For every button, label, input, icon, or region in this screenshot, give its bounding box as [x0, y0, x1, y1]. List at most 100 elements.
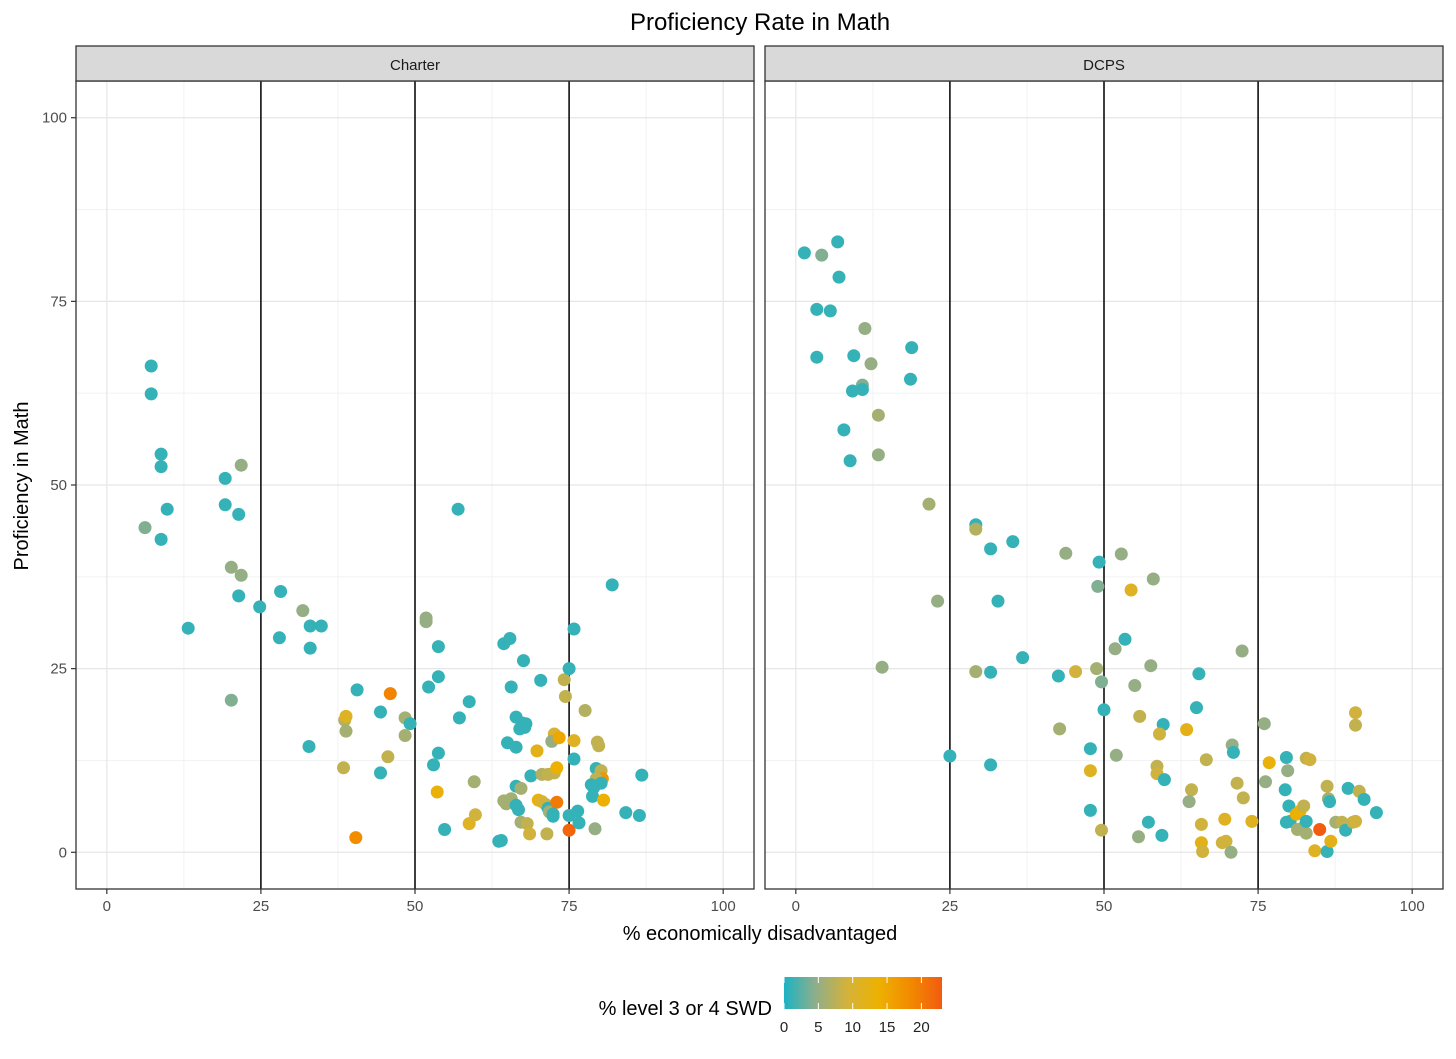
data-point — [504, 680, 518, 694]
data-point — [1194, 817, 1208, 831]
data-point — [597, 793, 611, 807]
data-point — [303, 619, 317, 633]
data-point — [1108, 642, 1122, 656]
x-tick-label: 25 — [253, 898, 270, 915]
legend-title: % level 3 or 4 SWD — [599, 998, 772, 1020]
legend-tick-label: 5 — [814, 1019, 822, 1036]
data-point — [144, 387, 158, 401]
data-point — [517, 654, 530, 668]
panel-charter: Charter 0 25 50 75 100 0 25 50 75 100 — [42, 45, 755, 915]
data-point — [452, 711, 466, 725]
data-point — [154, 532, 168, 546]
data-point — [1157, 773, 1171, 787]
data-point — [832, 270, 846, 284]
data-point — [797, 246, 811, 260]
data-point — [1090, 662, 1104, 676]
data-point — [224, 560, 238, 574]
data-point — [523, 827, 537, 841]
data-point — [815, 248, 829, 262]
data-point — [984, 758, 998, 772]
data-point — [1083, 803, 1097, 817]
data-point — [635, 768, 649, 782]
data-point — [1369, 806, 1383, 820]
data-point — [224, 693, 238, 707]
data-point — [144, 359, 158, 373]
data-point — [339, 709, 353, 723]
data-point — [514, 781, 528, 795]
data-point — [509, 740, 523, 754]
chart-title: Proficiency Rate in Math — [630, 9, 890, 36]
data-point — [1278, 783, 1292, 797]
data-point — [567, 752, 581, 766]
data-point — [984, 542, 998, 556]
data-point — [931, 594, 945, 608]
data-point — [154, 460, 168, 474]
data-point — [303, 641, 317, 655]
data-point — [810, 302, 824, 316]
data-point — [398, 729, 412, 742]
data-point — [350, 683, 364, 697]
data-point — [540, 827, 554, 841]
data-point — [588, 822, 602, 836]
data-point — [1109, 748, 1123, 762]
data-point — [1259, 775, 1272, 789]
data-point — [467, 775, 481, 789]
data-point — [847, 349, 861, 363]
y-tick-label: 50 — [50, 477, 67, 494]
data-point — [451, 502, 465, 516]
data-point — [1349, 718, 1362, 732]
data-point — [419, 615, 433, 629]
x-tick-label: 0 — [103, 898, 111, 915]
data-point — [969, 665, 983, 679]
data-point — [619, 806, 633, 820]
data-point — [991, 594, 1005, 608]
data-point — [1124, 583, 1138, 597]
data-point — [1016, 651, 1030, 665]
data-point — [1357, 792, 1371, 806]
data-point — [509, 798, 523, 812]
data-point — [218, 498, 232, 512]
data-point — [1215, 836, 1229, 850]
data-point — [1324, 834, 1338, 848]
data-point — [1155, 828, 1169, 842]
data-point — [438, 823, 452, 836]
color-legend: % level 3 or 4 SWD 0 5 10 15 20 — [599, 977, 942, 1036]
data-point — [1281, 764, 1295, 778]
x-tick-label: 25 — [942, 898, 959, 915]
legend-ticks: 0 5 10 15 20 — [780, 977, 930, 1036]
data-point — [572, 816, 586, 830]
data-point — [1180, 723, 1194, 737]
y-axis-label: Proficiency in Math — [11, 402, 33, 571]
data-point — [1224, 845, 1238, 859]
x-axis-label: % economically disadvantaged — [623, 923, 898, 945]
data-point — [431, 746, 445, 760]
facet-strip-label: Charter — [390, 57, 440, 74]
data-point — [296, 604, 310, 618]
data-point — [430, 785, 444, 799]
data-point — [1257, 717, 1271, 731]
y-tick-label: 100 — [42, 110, 67, 127]
data-point — [1091, 579, 1105, 593]
data-point — [160, 502, 174, 516]
legend-tick-label: 10 — [844, 1019, 861, 1036]
x-tick-label: 75 — [561, 898, 578, 915]
data-point — [552, 731, 566, 745]
x-tick-label: 100 — [711, 898, 736, 915]
data-point — [1144, 659, 1158, 673]
data-point — [1349, 706, 1362, 720]
data-point — [1069, 665, 1083, 679]
data-point — [1320, 845, 1334, 858]
data-point — [557, 673, 571, 687]
data-point — [823, 304, 837, 318]
x-tick-label: 50 — [1096, 898, 1113, 915]
data-point — [864, 357, 878, 371]
data-point — [1097, 703, 1111, 717]
data-point — [1196, 845, 1210, 858]
y-tick-label: 75 — [50, 293, 67, 310]
data-point — [871, 408, 885, 422]
data-point — [374, 705, 387, 719]
data-point — [234, 568, 248, 582]
data-point — [1192, 667, 1206, 681]
data-point — [374, 766, 387, 780]
